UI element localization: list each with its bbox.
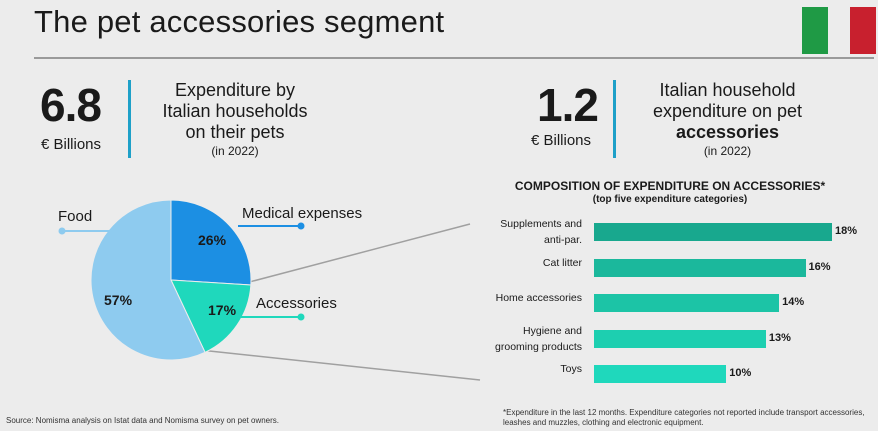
italian-flag-green-stripe	[802, 7, 828, 54]
medical-leader-dot	[297, 222, 305, 230]
bar-1	[594, 259, 806, 277]
kpi-right-line3: accessories	[675, 122, 780, 142]
pie-slice-medical	[170, 199, 252, 286]
bar-category-line: grooming products	[495, 341, 582, 353]
pie-pct-accessories: 17%	[208, 302, 237, 318]
kpi-right-line2: expenditure on pet	[652, 101, 803, 121]
pie-slice-food	[90, 199, 206, 361]
kpi-left-line3: on their pets	[185, 122, 285, 142]
bar-category-line: Toys	[560, 363, 582, 375]
bar-value-label-4: 10%	[729, 367, 752, 379]
bar-category-label-4: Toys	[432, 361, 582, 377]
zoom-connector-bottom	[199, 349, 481, 381]
kpi-left-note: (in 2022)	[211, 144, 259, 158]
kpi-right-line1: Italian household	[659, 80, 796, 100]
pie-pct-medical: 26%	[198, 232, 227, 248]
bar-category-line: Home accessories	[495, 292, 582, 304]
pie-slice-accessories	[170, 279, 252, 354]
bar-chart-subtitle: (top five expenditure categories)	[592, 194, 748, 205]
bar-category-label-1: Cat litter	[432, 255, 582, 271]
italian-flag-red-stripe	[850, 7, 876, 54]
kpi-right-divider	[613, 80, 616, 158]
page-title: The pet accessories segment	[34, 4, 445, 39]
kpi-left-value: 6.8	[40, 79, 102, 131]
bar-chart-title: COMPOSITION OF EXPENDITURE ON ACCESSORIE…	[514, 179, 826, 193]
kpi-right-unit: € Billions	[531, 132, 592, 149]
bar-category-line: Supplements and	[500, 218, 582, 230]
pie-label-medical: Medical expenses	[242, 205, 363, 222]
bar-category-line: anti-par.	[544, 234, 582, 246]
kpi-right-description: Italian household expenditure on pet acc…	[630, 80, 825, 159]
bar-value-label-2: 14%	[782, 296, 805, 308]
bar-value-label-1: 16%	[808, 261, 831, 273]
bar-value-label-0: 18%	[835, 225, 858, 237]
source-note: Source: Nomisma analysis on Istat data a…	[6, 416, 280, 425]
pie-pct-food: 57%	[104, 292, 133, 308]
footnote: *Expenditure in the last 12 months. Expe…	[503, 408, 865, 427]
bar-category-label-0: Supplements and anti-par.	[432, 216, 582, 248]
bar-category-line: Hygiene and	[523, 325, 582, 337]
kpi-right-note: (in 2022)	[703, 144, 752, 158]
food-leader-dot	[58, 227, 66, 235]
title-divider	[34, 57, 874, 59]
kpi-left-description: Expenditure by Italian households on the…	[140, 80, 330, 159]
kpi-left-line2: Italian households	[162, 101, 308, 121]
bar-category-label-2: Home accessories	[432, 290, 582, 306]
kpi-right-value: 1.2	[537, 79, 599, 131]
bar-4	[594, 365, 727, 383]
kpi-left-unit: € Billions	[41, 136, 102, 153]
zoom-connector-top	[237, 223, 471, 286]
kpi-left-divider	[128, 80, 131, 158]
pie-label-food: Food	[58, 208, 93, 225]
pie-label-accessories: Accessories	[256, 295, 337, 312]
bar-value-label-3: 13%	[768, 332, 791, 344]
bar-2	[594, 294, 780, 312]
bar-category-line: Cat litter	[542, 257, 582, 269]
kpi-left-line1: Expenditure by	[174, 80, 296, 100]
bar-0	[594, 223, 832, 241]
accessories-leader-dot	[297, 313, 305, 321]
bar-3	[594, 330, 766, 348]
bar-category-label-3: Hygiene and grooming products	[432, 323, 582, 355]
